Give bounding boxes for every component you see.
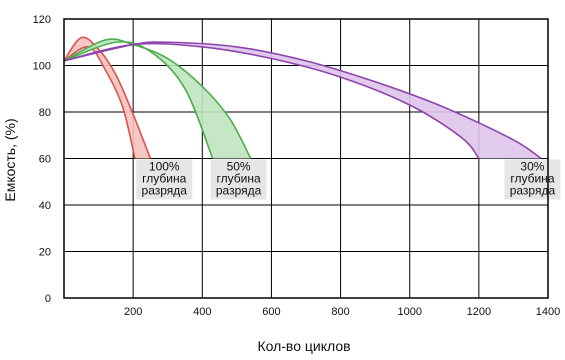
y-tick-label: 120 [33,14,51,26]
series-lower-line-1 [63,46,136,159]
annotation-box-3 [504,159,561,200]
annotation-label-2: 50% [227,160,251,174]
annotation-box-1 [136,159,193,200]
annotation-label-3: глубина [510,172,554,186]
chart-series-group [63,36,542,160]
y-tick-label: 40 [39,200,51,212]
x-axis-title: Кол-во циклов [257,338,350,354]
x-tick-label: 1400 [536,306,560,318]
y-tick-label: 0 [45,293,51,305]
x-tick-label: 200 [124,306,142,318]
x-tick-label: 1200 [467,306,491,318]
y-tick-label: 60 [39,154,51,166]
y-tick-label: 20 [39,247,51,259]
annotation-label-2: глубина [217,172,261,186]
x-tick-label: 600 [262,306,280,318]
chart-annotations: 100%глубинаразряда50%глубинаразряда30%гл… [136,159,561,200]
x-tick-label: 400 [193,306,211,318]
chart-frame [63,18,549,299]
series-band-2 [64,39,251,159]
annotation-label-2: разряда [216,184,262,198]
plot-frame [63,18,549,299]
series-upper-line-1 [63,36,152,159]
series-upper-line-3 [63,41,542,160]
annotation-label-3: 30% [520,160,544,174]
annotation-label-3: разряда [510,184,556,198]
y-axis-title: Емкость, (%) [2,118,18,201]
x-tick-label: 800 [331,306,349,318]
annotation-label-1: 100% [149,160,180,174]
annotation-label-1: разряда [142,184,188,198]
annotation-box-2 [210,159,267,200]
series-lower-line-3 [63,42,480,160]
x-tick-label: 1000 [397,306,421,318]
y-tick-label: 80 [39,107,51,119]
series-lower-line-2 [63,41,214,159]
series-upper-line-2 [63,38,252,159]
chart-tick-labels: 200 400 600 800 1000 1200 1400 0 20 40 60 80 100 120 [33,14,561,318]
y-tick-label: 100 [33,61,51,73]
annotation-label-1: глубина [142,172,186,186]
